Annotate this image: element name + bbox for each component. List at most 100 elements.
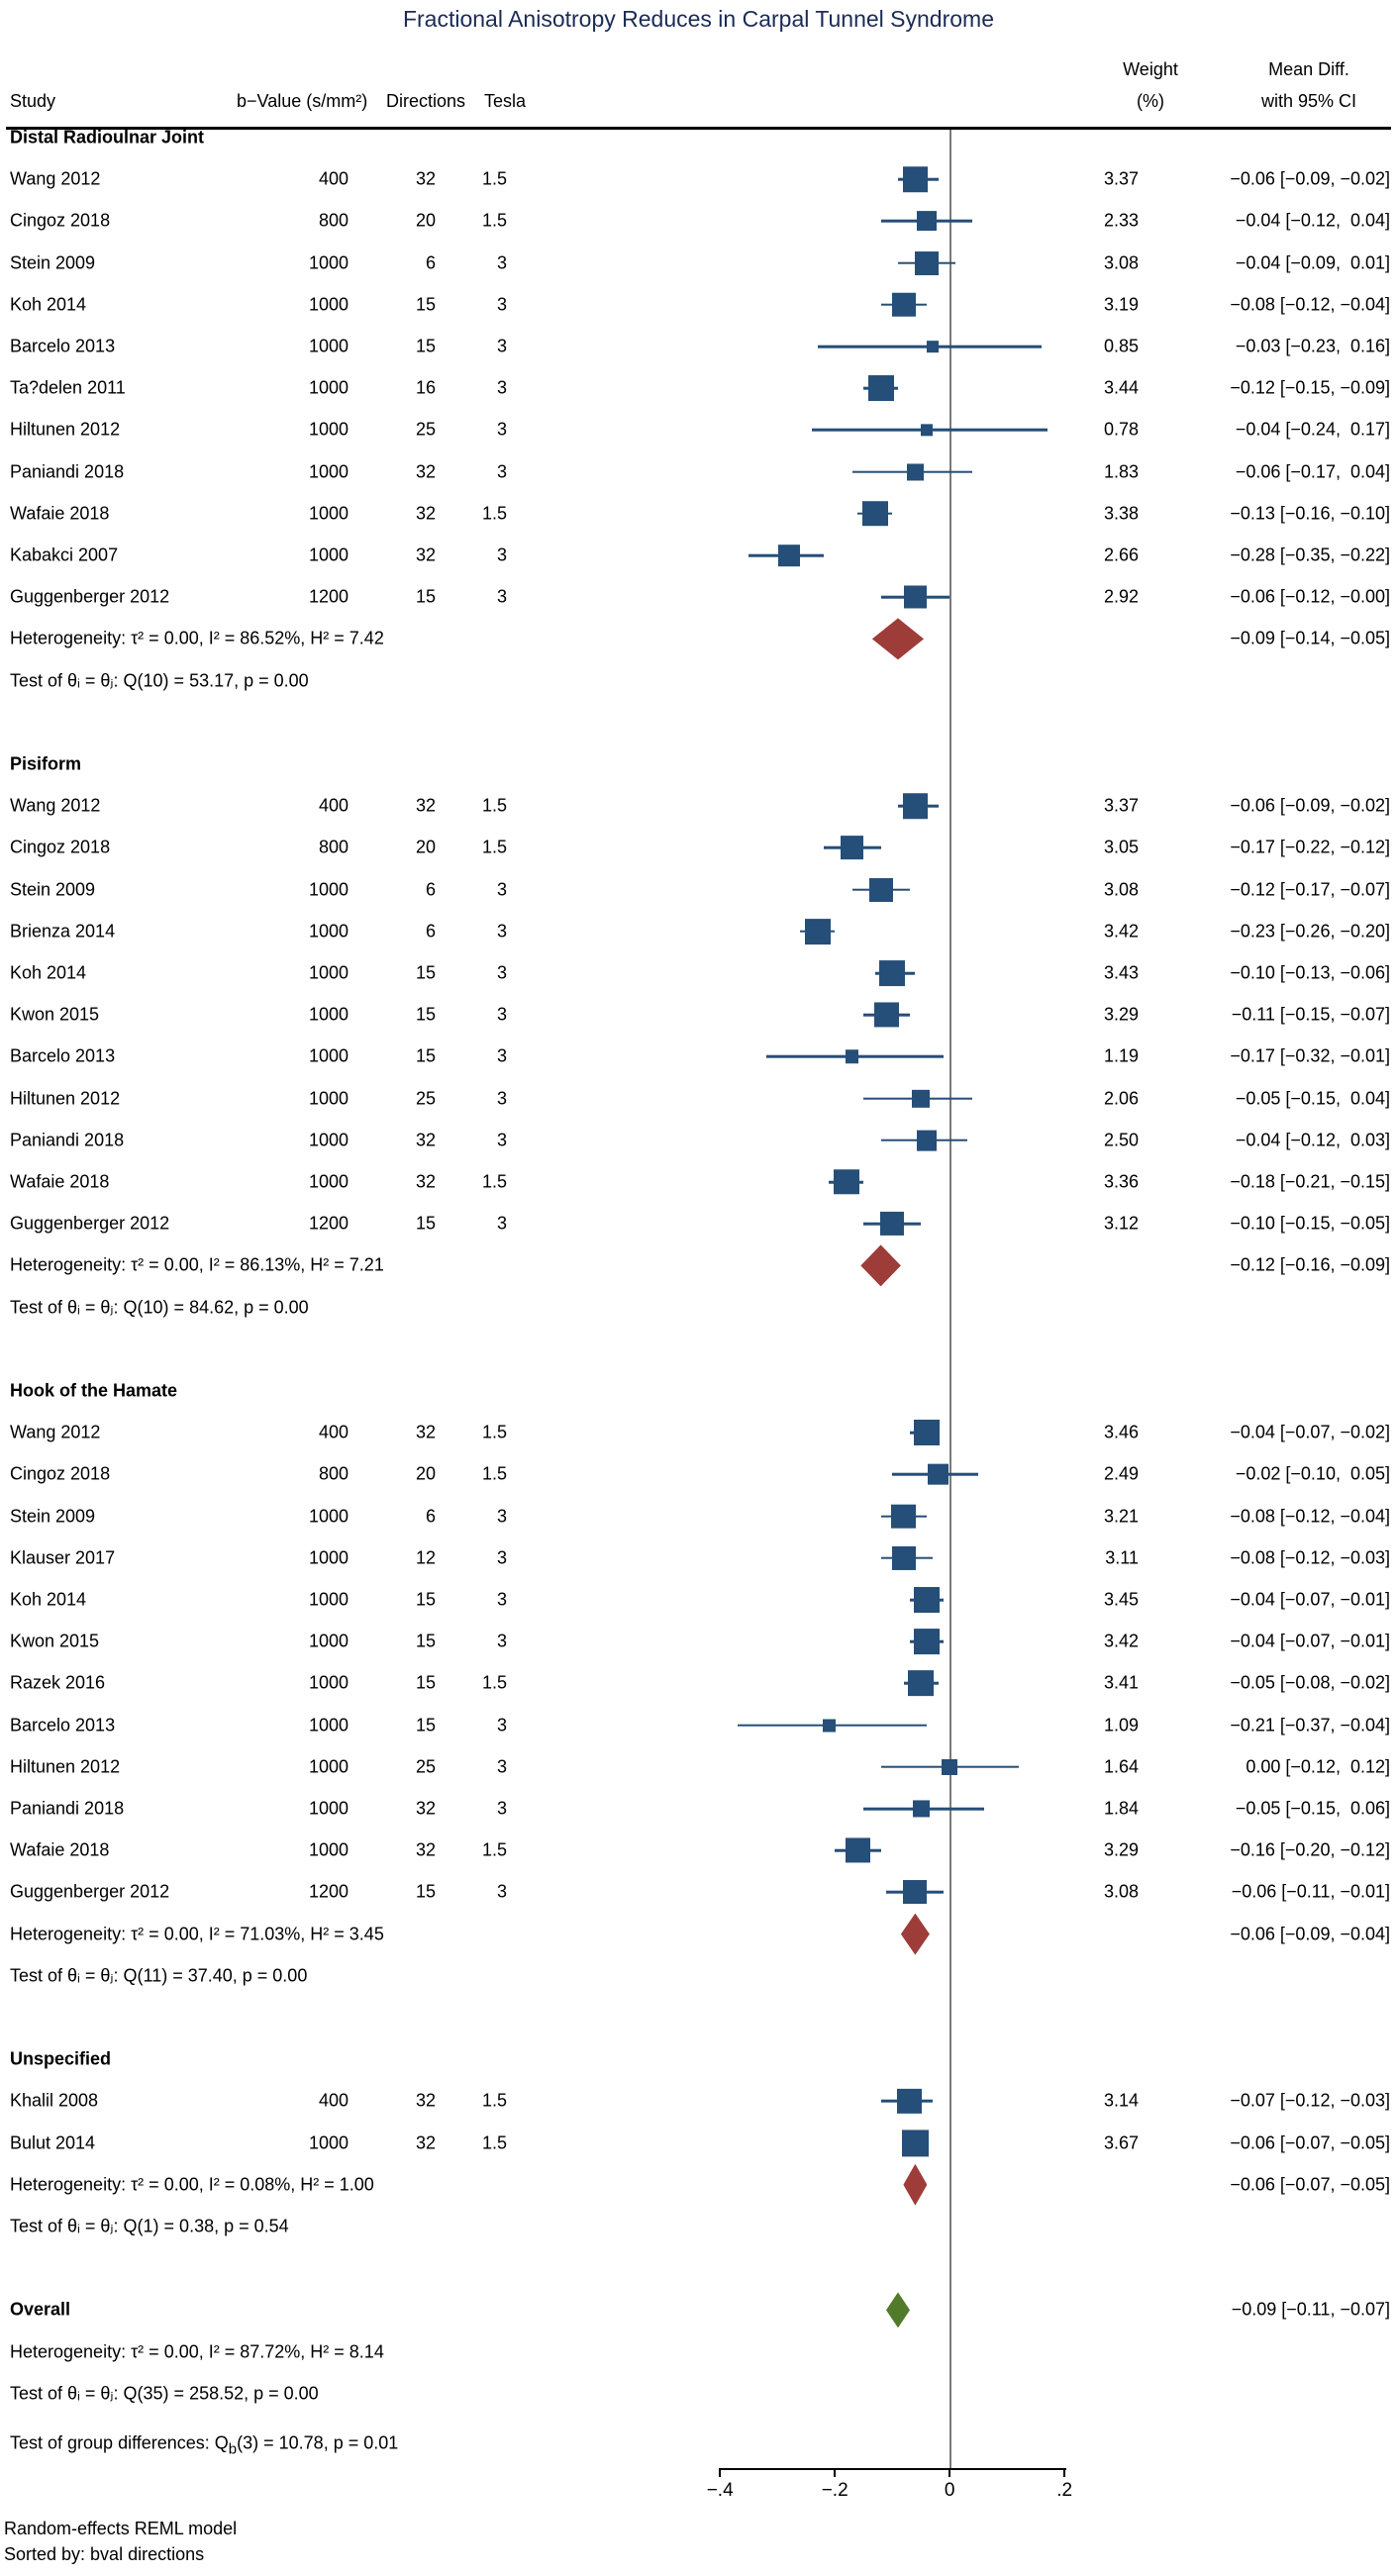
study-label: Stein 2009	[10, 252, 96, 273]
effect-square	[901, 2130, 929, 2157]
study-label: Koh 2014	[10, 1589, 87, 1610]
study-label: Paniandi 2018	[10, 461, 125, 482]
weight: 3.42	[1103, 921, 1139, 941]
zero-reference-line	[949, 130, 951, 2468]
effect-square	[845, 1049, 859, 1064]
weight: 3.08	[1103, 1881, 1139, 1902]
effect-square	[902, 793, 929, 819]
tesla: 3	[496, 1881, 507, 1902]
ci-text: −0.23 [−0.26, −0.20]	[1230, 921, 1390, 941]
weight: 2.33	[1103, 210, 1139, 231]
tesla: 1.5	[481, 1463, 507, 1484]
study-row: Barcelo 2013 1000 15 3 0.85 −0.03 [−0.23, 0.1…	[0, 326, 1397, 367]
weight: 2.66	[1103, 545, 1139, 565]
weight: 3.37	[1103, 795, 1139, 816]
effect-square	[777, 545, 800, 566]
directions: 6	[425, 1506, 436, 1527]
subgroup-summary-diamond	[903, 2163, 928, 2206]
ci-text: −0.28 [−0.35, −0.22]	[1230, 545, 1390, 565]
study-row: Koh 2014 1000 15 3 3.45 −0.04 [−0.07, −0.01]	[0, 1579, 1397, 1621]
directions: 15	[415, 1589, 436, 1610]
study-label: Kwon 2015	[10, 1004, 100, 1025]
directions: 32	[415, 1798, 436, 1819]
effect-square	[912, 1800, 930, 1818]
study-row: Klauser 2017 1000 12 3 3.11 −0.08 [−0.12, −0.…	[0, 1537, 1397, 1579]
bvalue: 1000	[308, 503, 349, 524]
bvalue: 1000	[308, 461, 349, 482]
heterogeneity-text: Heterogeneity: τ² = 0.00, I² = 86.13%, H…	[10, 1254, 384, 1275]
directions: 20	[415, 837, 436, 857]
tesla: 3	[496, 461, 507, 482]
effect-square	[903, 1880, 928, 1905]
ci-text: −0.08 [−0.12, −0.04]	[1230, 1506, 1390, 1527]
study-row: Paniandi 2018 1000 32 3 1.84 −0.05 [−0.15, 0.…	[0, 1788, 1397, 1830]
ci-text: −0.18 [−0.21, −0.15]	[1230, 1171, 1390, 1192]
axis-tick	[834, 2468, 837, 2477]
weight: 3.05	[1103, 837, 1139, 857]
bvalue: 1000	[308, 1004, 349, 1025]
weight: 3.36	[1103, 1171, 1139, 1192]
tesla: 3	[496, 336, 507, 356]
study-label: Barcelo 2013	[10, 1715, 116, 1735]
effect-square	[917, 211, 937, 232]
weight: 2.06	[1103, 1088, 1139, 1109]
study-label: Kabakci 2007	[10, 545, 119, 565]
ci-text: −0.06 [−0.09, −0.02]	[1230, 168, 1390, 189]
bvalue: 800	[318, 210, 349, 231]
study-label: Hiltunen 2012	[10, 419, 121, 440]
weight: 3.42	[1103, 1631, 1139, 1651]
ci-text: −0.13 [−0.16, −0.10]	[1230, 503, 1390, 524]
study-row: Brienza 2014 1000 6 3 3.42 −0.23 [−0.26, −0.2…	[0, 911, 1397, 952]
effect-square	[908, 1670, 935, 1697]
overall-heterogeneity-text: Heterogeneity: τ² = 0.00, I² = 87.72%, H…	[10, 2341, 384, 2362]
column-header-study: Study	[10, 91, 56, 111]
weight: 2.92	[1103, 586, 1139, 607]
study-row: Cingoz 2018 800 20 1.5 2.49 −0.02 [−0.10, 0.0…	[0, 1453, 1397, 1495]
tesla: 3	[496, 962, 507, 983]
axis-tick	[1063, 2468, 1066, 2477]
test-text: Test of θᵢ = θⱼ: Q(10) = 53.17, p = 0.00	[10, 670, 309, 691]
bvalue: 800	[318, 1463, 349, 1484]
tesla: 3	[496, 1045, 507, 1066]
subgroup-summary-diamond	[860, 1244, 901, 1287]
summary-row: Heterogeneity: τ² = 0.00, I² = 0.08%, H²…	[0, 2163, 1397, 2206]
weight: 0.78	[1103, 419, 1139, 440]
study-row: Wang 2012 400 32 1.5 3.37 −0.06 [−0.09, −0.02…	[0, 785, 1397, 827]
effect-square	[912, 1089, 931, 1108]
bvalue: 1000	[308, 1756, 349, 1777]
study-label: Cingoz 2018	[10, 1463, 111, 1484]
tesla: 3	[496, 1631, 507, 1651]
ci-text: −0.04 [−0.09, 0.01]	[1235, 252, 1390, 273]
heterogeneity-text: Heterogeneity: τ² = 0.00, I² = 86.52%, H…	[10, 628, 384, 648]
directions: 32	[415, 795, 436, 816]
weight: 2.50	[1103, 1130, 1139, 1150]
directions: 25	[415, 1088, 436, 1109]
tesla: 3	[496, 1088, 507, 1109]
ci-text: 0.00 [−0.12, 0.12]	[1246, 1756, 1390, 1777]
bvalue: 1000	[308, 1798, 349, 1819]
study-label: Paniandi 2018	[10, 1130, 125, 1150]
study-row: Guggenberger 2012 1200 15 3 3.08 −0.06 [−0.11…	[0, 1871, 1397, 1913]
directions: 32	[415, 168, 436, 189]
group-difference-test: Test of group differences: Qb(3) = 10.78…	[10, 2432, 399, 2458]
ci-text: −0.08 [−0.12, −0.03]	[1230, 1547, 1390, 1568]
column-header-weight-unit: (%)	[1137, 91, 1164, 111]
directions: 16	[415, 377, 436, 398]
study-label: Khalil 2008	[10, 2090, 99, 2111]
ci-text: −0.04 [−0.24, 0.17]	[1235, 419, 1390, 440]
effect-square	[880, 1212, 905, 1237]
weight: 3.11	[1105, 1547, 1139, 1568]
bvalue: 1000	[308, 545, 349, 565]
weight: 3.12	[1103, 1213, 1139, 1234]
weight: 3.44	[1103, 377, 1139, 398]
bvalue: 1000	[308, 962, 349, 983]
bvalue: 1000	[308, 294, 349, 315]
tesla: 3	[496, 419, 507, 440]
study-row: Wafaie 2018 1000 32 1.5 3.38 −0.13 [−0.16, −0…	[0, 493, 1397, 535]
effect-square	[868, 877, 893, 902]
study-row: Khalil 2008 400 32 1.5 3.14 −0.07 [−0.12, −0.…	[0, 2080, 1397, 2122]
tesla: 1.5	[481, 2132, 507, 2153]
bvalue: 400	[318, 168, 349, 189]
study-label: Barcelo 2013	[10, 336, 116, 356]
heterogeneity-text: Heterogeneity: τ² = 0.00, I² = 0.08%, H²…	[10, 2174, 374, 2195]
